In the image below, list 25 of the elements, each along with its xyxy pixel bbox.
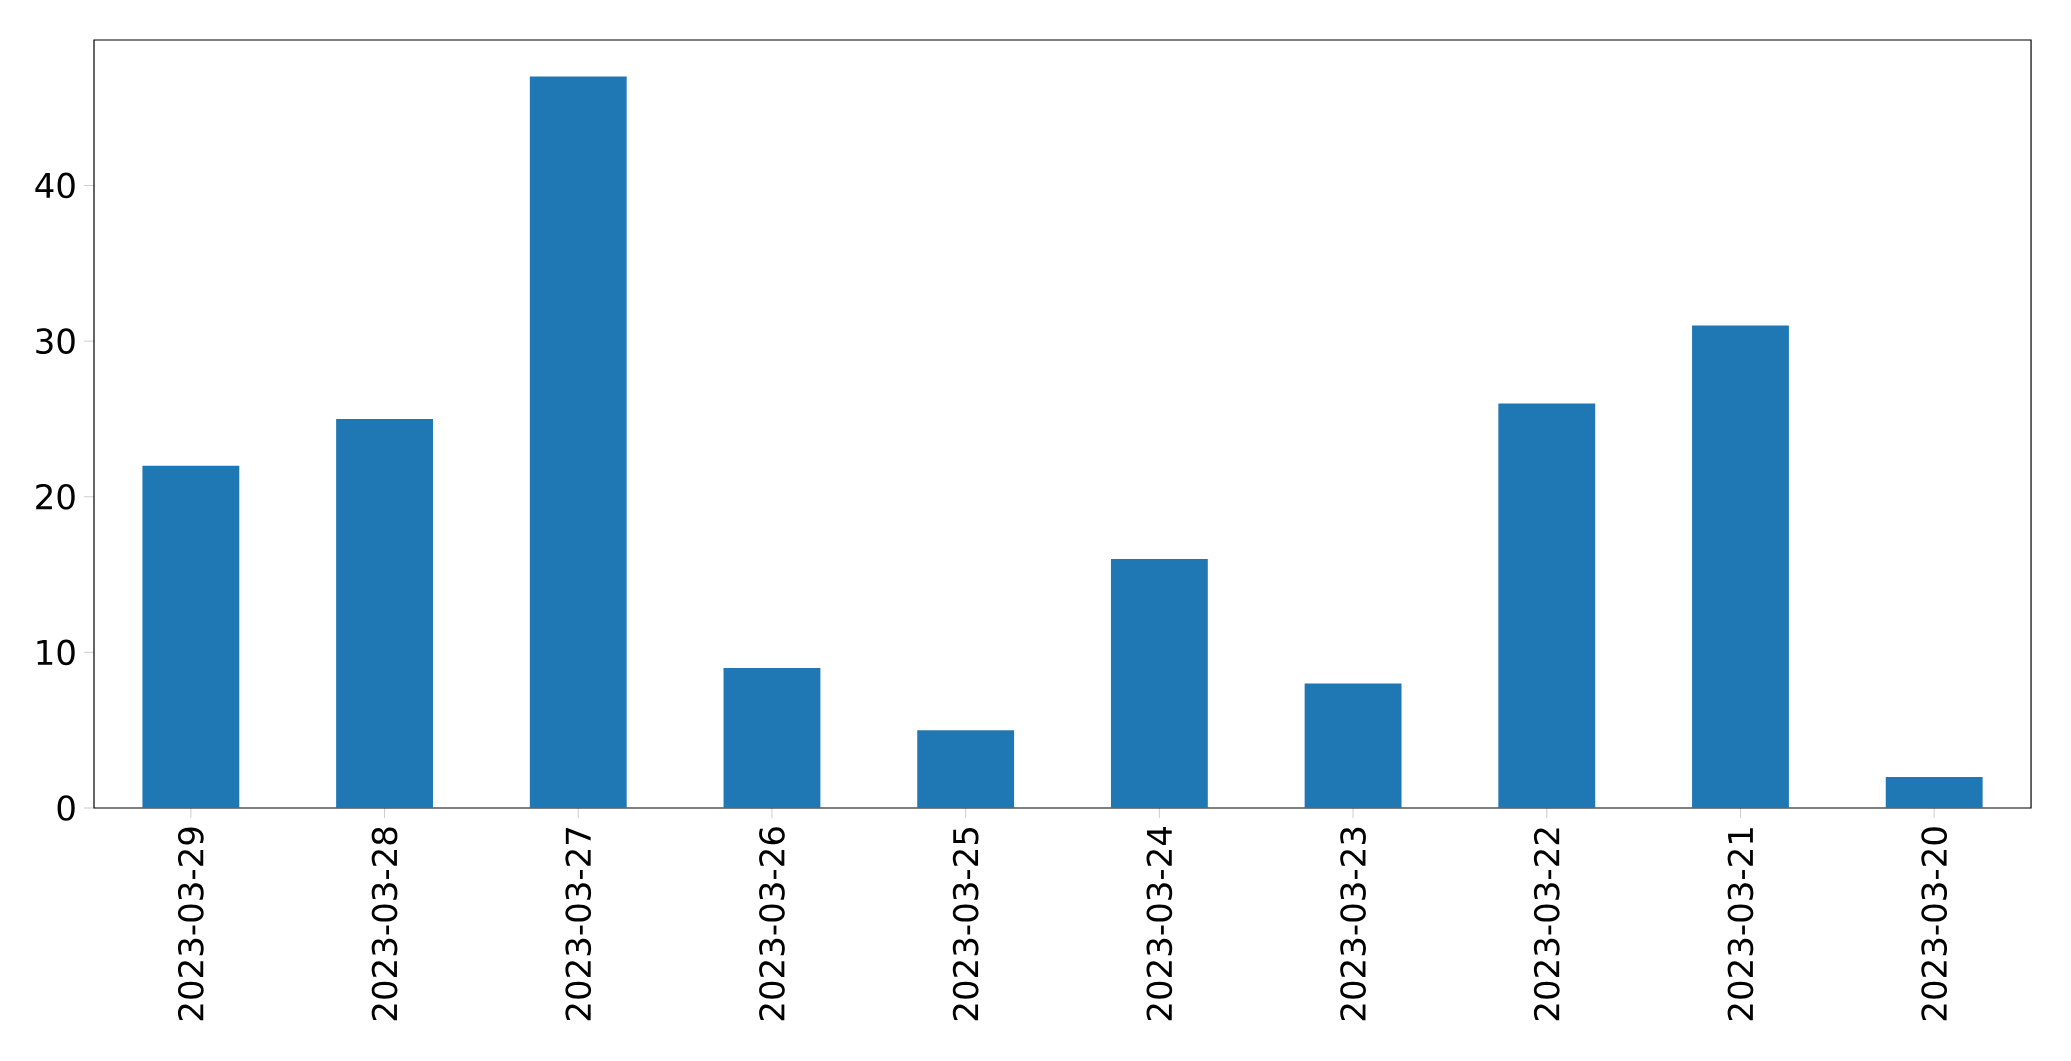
y-tick-label: 10: [37, 639, 75, 666]
bar: [142, 465, 240, 808]
x-tick-label: 2023-03-26: [759, 827, 785, 1021]
bar: [529, 76, 627, 808]
x-tick-label: 2023-03-22: [1533, 828, 1560, 1021]
bar: [1110, 559, 1208, 808]
x-tick-label: 2023-03-25: [952, 828, 979, 1021]
x-tick-label: 2023-03-21: [1727, 828, 1754, 1021]
bar: [1885, 776, 1983, 808]
bar: [336, 418, 433, 808]
y-tick-label: 30: [36, 328, 75, 354]
x-tick-label: 2023-03-29: [177, 827, 204, 1021]
y-tick-label: 0: [57, 795, 75, 821]
bar: [1498, 403, 1596, 808]
bar: [1692, 325, 1789, 808]
y-tick-label: 40: [35, 172, 75, 199]
x-tick-label: 2023-03-23: [1340, 827, 1366, 1021]
x-tick-label: 2023-03-27: [565, 828, 592, 1021]
bar: [1304, 683, 1402, 808]
bar: [723, 667, 821, 808]
x-tick-label: 2023-03-20: [1921, 827, 1948, 1021]
x-tick-label: 2023-03-24: [1146, 827, 1173, 1021]
y-tick-label: 20: [36, 483, 75, 510]
x-tick-label: 2023-03-28: [371, 827, 398, 1021]
bar: [917, 730, 1015, 808]
